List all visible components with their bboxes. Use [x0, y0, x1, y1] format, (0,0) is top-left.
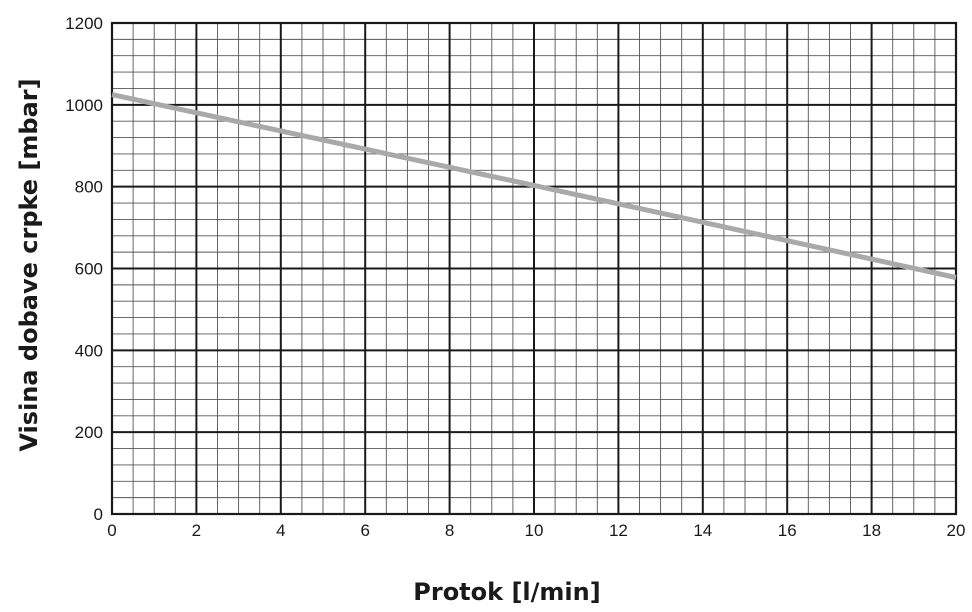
x-tick-labels: 0 2 4 6 8 10 12 14 16 18 20	[107, 521, 965, 540]
plot-grid	[110, 21, 958, 516]
y-tick-labels: 0 200 400 600 800 1000 1200	[65, 14, 103, 524]
x-tick-label: 12	[609, 521, 628, 540]
x-tick-label: 8	[445, 521, 454, 540]
x-tick-label: 20	[947, 521, 966, 540]
y-tick-label: 400	[75, 341, 103, 360]
series-group	[111, 92, 957, 280]
y-tick-label: 600	[75, 260, 103, 279]
x-tick-label: 2	[192, 521, 201, 540]
x-tick-label: 6	[360, 521, 369, 540]
y-tick-label: 0	[94, 505, 103, 524]
x-axis-label: Protok [l/min]	[413, 578, 600, 606]
y-tick-label: 1000	[65, 96, 103, 115]
x-tick-label: 16	[778, 521, 797, 540]
x-tick-label: 0	[107, 521, 116, 540]
series-line	[111, 92, 957, 280]
y-axis-label: Visina dobave crpke [mbar]	[15, 78, 43, 451]
y-tick-label: 200	[75, 423, 103, 442]
x-tick-label: 4	[276, 521, 285, 540]
x-tick-label: 10	[525, 521, 544, 540]
x-tick-label: 18	[862, 521, 881, 540]
y-tick-label: 800	[75, 178, 103, 197]
y-tick-label: 1200	[65, 14, 103, 33]
plot-frame	[110, 21, 958, 516]
x-tick-label: 14	[693, 521, 712, 540]
